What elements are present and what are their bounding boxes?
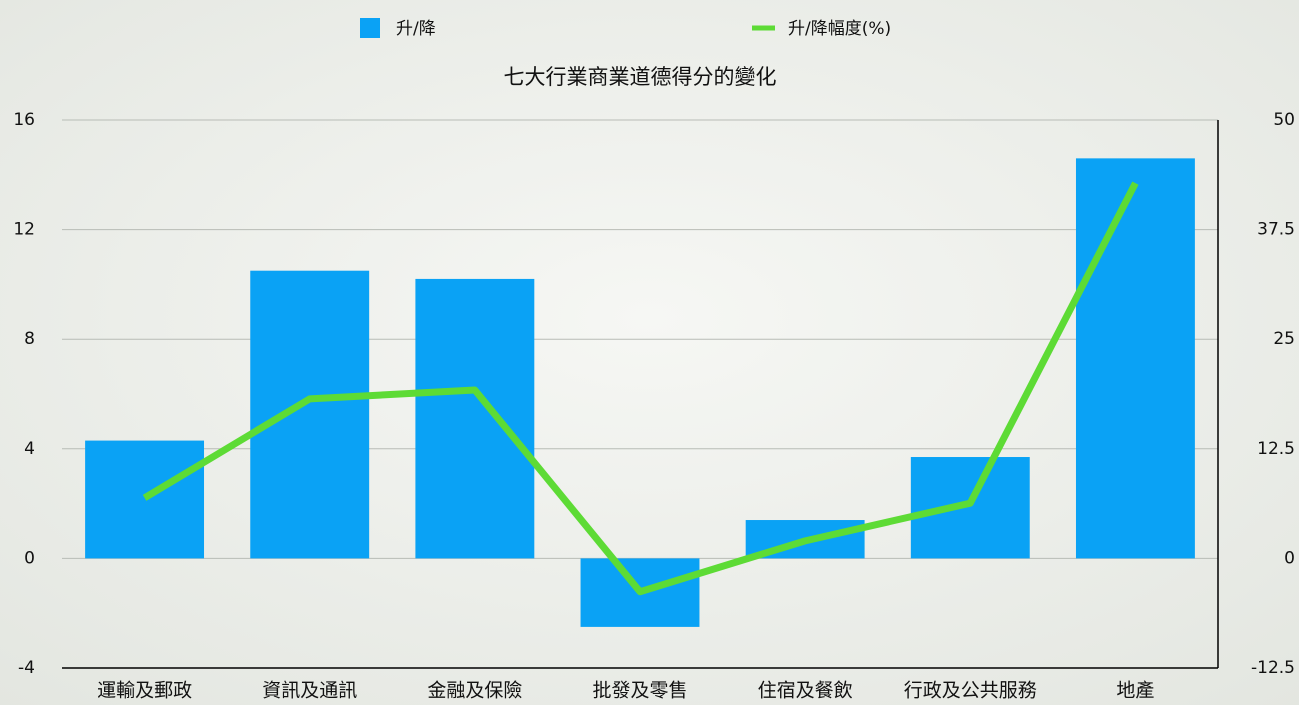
bar	[415, 278, 535, 559]
chart-title: 七大行業商業道德得分的變化	[504, 65, 777, 89]
x-tick-label: 地產	[1116, 680, 1154, 702]
x-tick-label: 行政及公共服務	[904, 680, 1037, 702]
line	[142, 181, 1139, 596]
y2-tick-label: 37.5	[1257, 220, 1295, 240]
y-tick-label: 4	[24, 439, 35, 459]
y2-tick-label: 12.5	[1257, 439, 1295, 459]
y-tick-label: -4	[18, 658, 35, 678]
x-tick-label: 金融及保險	[427, 680, 522, 702]
x-tick-label: 批發及零售	[592, 680, 687, 702]
x-tick-label: 運輸及郵政	[97, 680, 192, 702]
y-tick-label: 16	[13, 110, 35, 130]
bar	[250, 270, 370, 559]
y-tick-label: 12	[13, 220, 35, 240]
bar	[85, 440, 205, 559]
y2-tick-label: 25	[1273, 329, 1295, 349]
legend-label: 升/降幅度(%)	[788, 19, 891, 39]
x-tick-label: 住宿及餐飲	[758, 680, 853, 702]
y2-tick-label: 50	[1273, 110, 1295, 130]
bar	[1075, 158, 1195, 559]
bar	[910, 457, 1030, 559]
legend-swatch	[360, 18, 380, 38]
y-tick-label: 8	[24, 329, 35, 349]
x-tick-label: 資訊及通訊	[262, 680, 357, 702]
y-tick-label: 0	[24, 548, 35, 568]
legend-label: 升/降	[396, 19, 436, 39]
y2-tick-label: 0	[1284, 548, 1295, 568]
y2-tick-label: -12.5	[1251, 658, 1295, 678]
